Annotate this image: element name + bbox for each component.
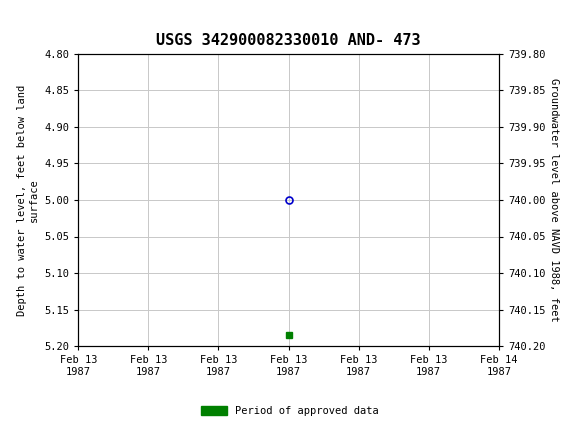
Legend: Period of approved data: Period of approved data (197, 402, 383, 421)
Title: USGS 342900082330010 AND- 473: USGS 342900082330010 AND- 473 (156, 34, 421, 49)
Y-axis label: Groundwater level above NAVD 1988, feet: Groundwater level above NAVD 1988, feet (549, 78, 559, 322)
Text: ≋USGS: ≋USGS (7, 11, 78, 29)
Y-axis label: Depth to water level, feet below land
surface: Depth to water level, feet below land su… (17, 84, 39, 316)
